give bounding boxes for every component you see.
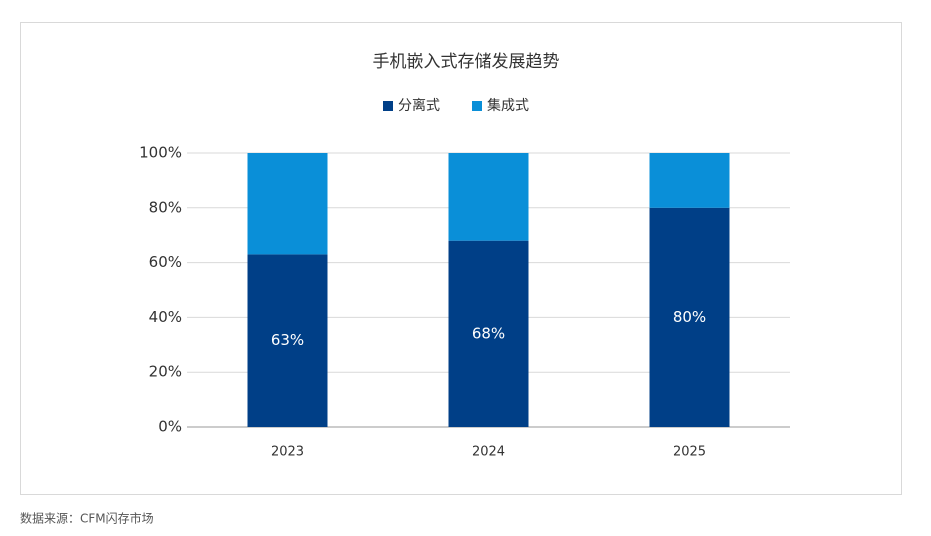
bar-segment — [649, 153, 730, 208]
value-label: 68% — [472, 324, 505, 342]
legend-swatch — [383, 101, 393, 111]
x-tick-label: 2025 — [673, 445, 706, 460]
bar-segment — [247, 254, 328, 427]
value-label: 63% — [271, 331, 304, 349]
legend-swatch — [472, 101, 482, 111]
y-tick-label: 0% — [158, 418, 182, 436]
y-tick-label: 60% — [149, 253, 182, 271]
y-tick-label: 80% — [149, 198, 182, 216]
bar-segment — [448, 153, 529, 241]
x-tick-label: 2024 — [472, 445, 505, 460]
legend-label: 集成式 — [487, 97, 529, 114]
y-tick-label: 100% — [139, 144, 182, 162]
bar-segment — [448, 240, 529, 427]
bar-segment — [649, 207, 730, 427]
y-tick-label: 20% — [149, 363, 182, 381]
x-tick-label: 2023 — [271, 445, 304, 460]
legend-label: 分离式 — [398, 97, 440, 114]
chart-title: 手机嵌入式存储发展趋势 — [373, 52, 560, 72]
y-tick-label: 40% — [149, 308, 182, 326]
bar-segment — [247, 153, 328, 255]
source-note: 数据来源：CFM闪存市场 — [20, 511, 154, 526]
value-label: 80% — [673, 308, 706, 326]
